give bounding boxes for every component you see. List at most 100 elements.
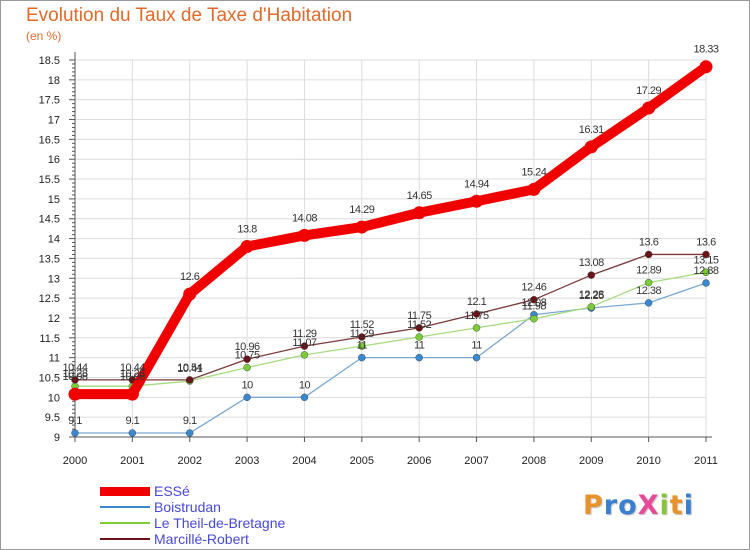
- y-tick-label: 18.5: [39, 55, 60, 67]
- data-point: [415, 324, 423, 332]
- series-line-1: [75, 282, 707, 434]
- data-point: [472, 310, 481, 318]
- data-point: [587, 271, 595, 279]
- series-line-2: [75, 271, 707, 387]
- data-label: 14.65: [407, 190, 432, 202]
- data-label: 13.6: [639, 236, 659, 248]
- data-label: 12.6: [180, 271, 200, 283]
- data-point: [699, 60, 713, 74]
- data-point: [183, 287, 197, 301]
- data-label: 10.96: [235, 341, 260, 353]
- legend: ESSé Boistrudan Le Theil-de-Bretagne Marcil…: [100, 483, 285, 547]
- y-tick-label: 13.5: [39, 253, 60, 265]
- data-point: [297, 228, 311, 242]
- legend-item: Boistrudan: [100, 499, 285, 515]
- data-point: [472, 324, 481, 332]
- data-label: 13.15: [693, 254, 718, 266]
- axes: 9 9.5 10 10.5 11 11.5 12 12.5 13 13.5 14 14.5 15 15.5…: [39, 52, 718, 467]
- data-label: 12.08: [521, 297, 546, 309]
- data-point: [186, 376, 194, 384]
- data-label: 13.08: [579, 257, 604, 269]
- data-point: [644, 278, 653, 287]
- legend-item: Le Theil-de-Bretagne: [100, 515, 285, 531]
- data-label: 9.1: [183, 415, 197, 427]
- legend-label: Marcillé-Robert: [154, 531, 249, 547]
- data-point: [415, 353, 423, 362]
- data-point: [530, 295, 538, 304]
- x-tick-label: 2003: [235, 455, 259, 467]
- data-point: [300, 351, 309, 359]
- logo-letter: i: [683, 490, 694, 521]
- y-tick-label: 16: [48, 154, 60, 166]
- legend-item: Marcillé-Robert: [100, 531, 285, 547]
- data-label: 10.44: [120, 362, 145, 374]
- data-label: 12.89: [636, 265, 661, 277]
- data-label: 15.24: [521, 166, 546, 178]
- data-point: [642, 101, 656, 115]
- data-point: [358, 342, 366, 350]
- y-axis-unit: (en %): [26, 29, 62, 43]
- data-label: 14.29: [349, 204, 374, 216]
- y-tick-label: 15.5: [39, 174, 60, 186]
- data-point: [415, 333, 423, 341]
- legend-swatch: [100, 522, 150, 524]
- data-label: 12.1: [467, 296, 487, 308]
- data-label: 17.29: [636, 85, 661, 97]
- data-label: 11.07: [292, 337, 317, 349]
- data-point: [358, 353, 366, 362]
- y-tick-label: 12: [48, 313, 60, 325]
- proxiti-logo: ProXiti: [583, 490, 694, 521]
- legend-item: ESSé: [100, 483, 285, 499]
- y-tick-label: 18: [48, 75, 60, 87]
- data-label: 10.44: [62, 362, 87, 374]
- data-point: [300, 393, 309, 402]
- x-tick-label: 2010: [636, 455, 660, 467]
- x-tick-label: 2000: [63, 455, 87, 467]
- x-tick-label: 2006: [407, 455, 431, 467]
- data-point: [412, 206, 426, 220]
- data-label: 13.6: [696, 236, 716, 248]
- logo-letter: o: [618, 490, 638, 521]
- x-tick-label: 2005: [350, 455, 374, 467]
- y-tick-label: 10: [48, 392, 60, 404]
- data-label: 9.1: [68, 415, 82, 427]
- data-label: 10.75: [235, 350, 260, 362]
- y-tick-label: 9.5: [45, 412, 60, 424]
- y-tick-label: 12.5: [39, 293, 60, 305]
- legend-swatch: [100, 506, 150, 508]
- x-tick-label: 2008: [522, 455, 546, 467]
- data-point: [243, 363, 251, 372]
- data-label: 11: [471, 340, 482, 352]
- data-point: [358, 333, 366, 341]
- logo-letter: r: [603, 490, 619, 521]
- y-tick-label: 9: [54, 432, 60, 444]
- data-label: 10: [241, 379, 253, 391]
- x-tick-label: 2011: [694, 455, 718, 467]
- data-label: 12.88: [693, 265, 718, 277]
- data-label: 10.54: [177, 362, 202, 374]
- x-tick-label: 2009: [579, 455, 603, 467]
- data-label: 11.75: [407, 310, 432, 322]
- logo-letter: i: [659, 490, 670, 521]
- data-label: 10.41: [177, 363, 202, 375]
- series-lines: [68, 60, 713, 437]
- data-point: [472, 353, 481, 362]
- logo-letter: P: [583, 490, 604, 521]
- logo-letter: X: [637, 490, 660, 521]
- data-label: 11: [414, 340, 425, 352]
- data-point: [125, 387, 139, 401]
- legend-label: Le Theil-de-Bretagne: [154, 515, 286, 531]
- x-tick-label: 2001: [120, 455, 144, 467]
- x-tick-label: 2007: [464, 455, 488, 467]
- data-label: 11.52: [350, 319, 375, 331]
- data-label: 10.28: [62, 368, 87, 380]
- data-point: [587, 303, 595, 311]
- y-tick-label: 17.5: [39, 95, 60, 107]
- y-tick-label: 15: [48, 194, 60, 206]
- y-tick-label: 16.5: [39, 134, 60, 146]
- data-point: [470, 194, 484, 208]
- data-label: 11: [357, 340, 368, 352]
- data-labels: 10.08 10.08 12.6 13.8 14.08 14.29 14.65 14.94 15…: [62, 44, 719, 427]
